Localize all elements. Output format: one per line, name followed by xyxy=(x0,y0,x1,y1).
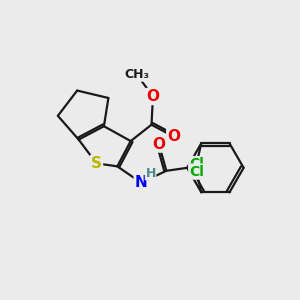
Text: Cl: Cl xyxy=(189,165,204,178)
Text: H: H xyxy=(146,167,156,180)
Text: O: O xyxy=(167,129,180,144)
Text: Cl: Cl xyxy=(189,157,204,171)
Text: O: O xyxy=(152,136,165,152)
Text: N: N xyxy=(135,175,148,190)
Text: CH₃: CH₃ xyxy=(124,68,149,81)
Text: S: S xyxy=(91,156,102,171)
Text: O: O xyxy=(146,89,160,104)
